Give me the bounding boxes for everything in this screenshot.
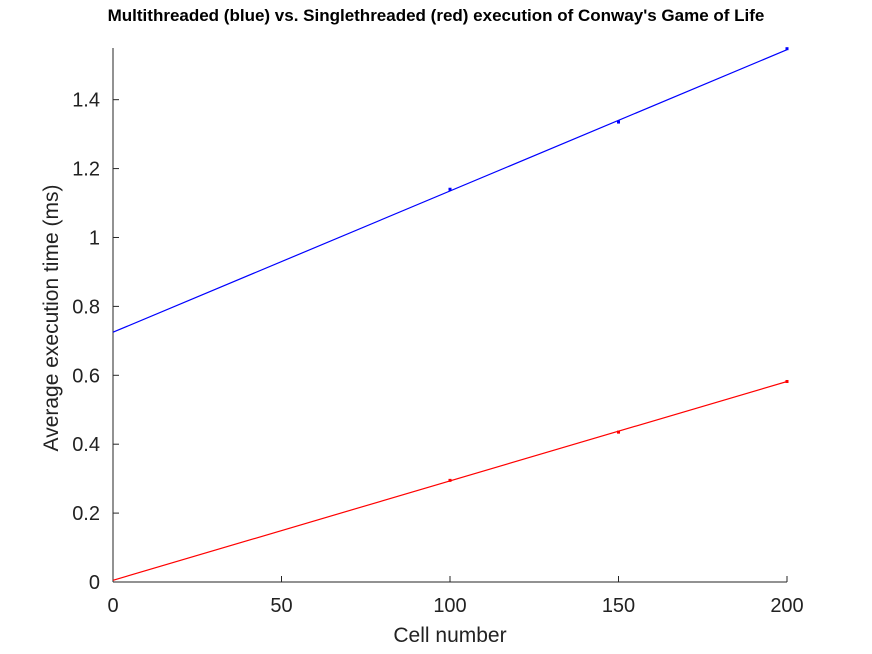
chart-title: Multithreaded (blue) vs. Singlethreaded … bbox=[107, 6, 765, 25]
x-tick-label: 50 bbox=[270, 595, 292, 617]
data-point bbox=[785, 379, 789, 383]
y-ticks: 0 0.2 0.4 0.6 0.8 1 1.2 1.4 bbox=[72, 90, 119, 594]
series-0 bbox=[112, 47, 789, 333]
data-point bbox=[448, 478, 452, 482]
data-point bbox=[448, 187, 452, 191]
data-point bbox=[617, 120, 620, 124]
y-tick-label: 1.2 bbox=[72, 159, 100, 181]
y-tick-label: 0.2 bbox=[72, 503, 100, 525]
y-tick-label: 0.8 bbox=[72, 296, 100, 318]
x-tick-label: 150 bbox=[602, 595, 635, 617]
series-line bbox=[112, 49, 788, 333]
y-axis-label: Average execution time (ms) bbox=[40, 185, 63, 452]
x-tick-label: 0 bbox=[107, 595, 118, 617]
y-tick-label: 1.4 bbox=[72, 90, 100, 112]
series-layer bbox=[112, 47, 789, 581]
y-tick-label: 1 bbox=[89, 227, 100, 249]
x-ticks: 0 50 100 150 200 bbox=[107, 576, 804, 617]
data-point bbox=[785, 47, 789, 51]
axes bbox=[112, 48, 787, 583]
data-point bbox=[617, 430, 620, 434]
y-tick-label: 0 bbox=[89, 572, 100, 594]
x-axis-label: Cell number bbox=[393, 624, 506, 647]
x-tick-label: 200 bbox=[770, 595, 803, 617]
series-1 bbox=[112, 379, 789, 581]
y-tick-label: 0.4 bbox=[72, 434, 100, 456]
y-tick-label: 0.6 bbox=[72, 365, 100, 387]
x-tick-label: 100 bbox=[433, 595, 466, 617]
